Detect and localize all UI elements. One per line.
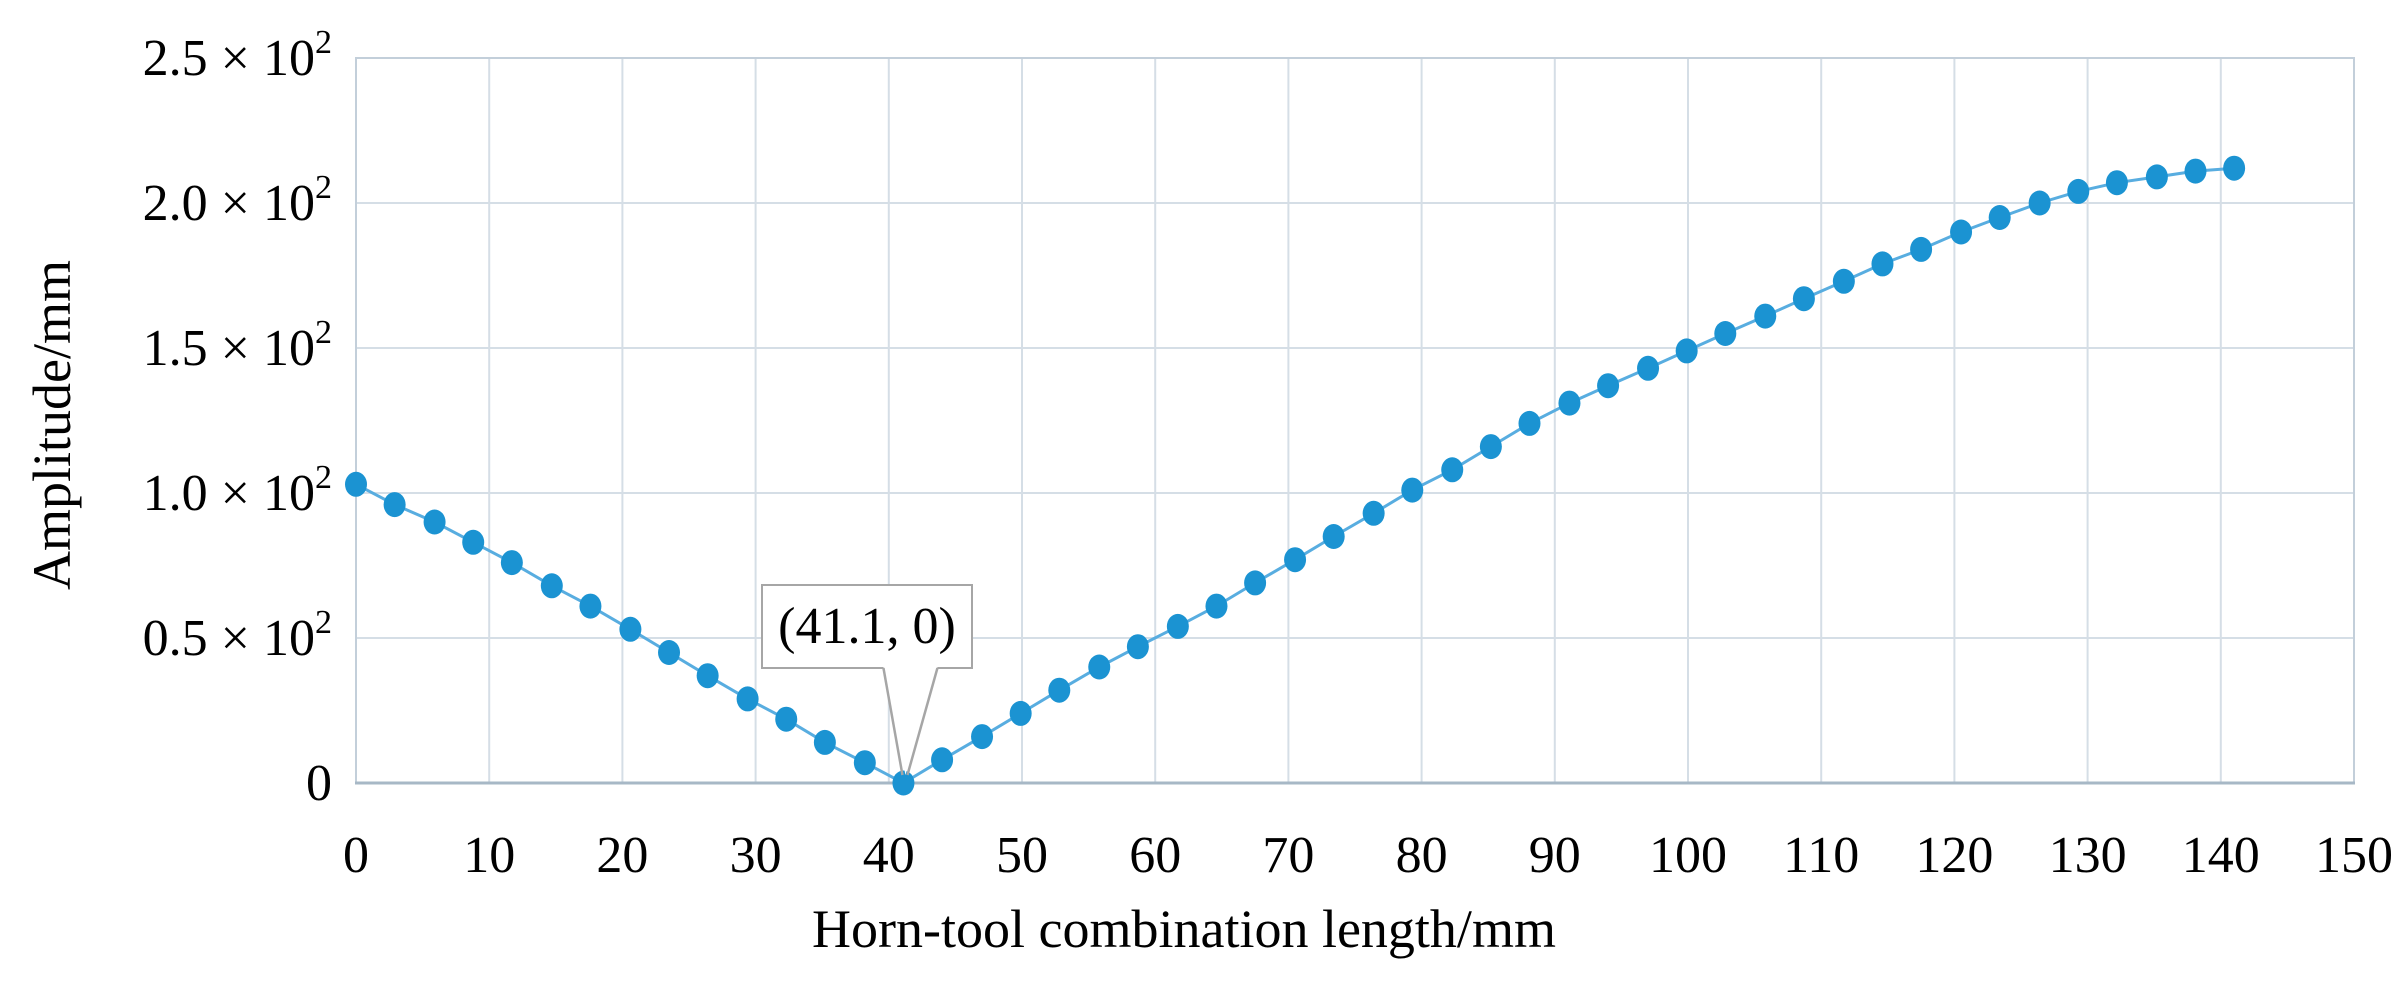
y-tick-label: 0.5 × 102 — [143, 604, 332, 667]
data-point — [2028, 190, 2051, 216]
data-point — [1792, 286, 1815, 312]
data-point — [1832, 268, 1855, 294]
x-tick-label: 90 — [1529, 827, 1581, 884]
data-point — [696, 663, 719, 689]
gridlines — [355, 57, 2355, 784]
data-point — [1988, 205, 2011, 230]
x-tick-label: 70 — [1262, 827, 1314, 884]
data-point — [813, 729, 836, 755]
x-tick-label: 50 — [996, 827, 1048, 884]
data-point — [1754, 303, 1777, 329]
data-point — [345, 471, 367, 497]
x-tick-label: 10 — [463, 827, 515, 884]
x-tick-labels: 0 10 20 30 40 50 60 70 80 90 100 110 120 130 140 150 — [343, 827, 2393, 884]
data-point — [2067, 178, 2090, 204]
data-point — [500, 550, 523, 576]
annotation-pointer-edge — [906, 667, 939, 776]
data-point — [1597, 373, 1620, 399]
x-tick-label: 120 — [1915, 827, 1993, 884]
x-tick-label: 20 — [596, 827, 648, 884]
data-series — [355, 166, 2235, 785]
data-point — [1166, 613, 1189, 639]
data-point — [1205, 593, 1228, 619]
data-point — [1871, 251, 1894, 277]
data-point — [1518, 410, 1541, 436]
plot-area-border — [355, 57, 2355, 784]
data-point — [1910, 236, 1933, 262]
data-point — [1401, 477, 1424, 503]
x-tick-label: 130 — [2049, 827, 2127, 884]
x-tick-label: 140 — [2182, 827, 2260, 884]
data-point — [1637, 355, 1660, 381]
plot-border — [355, 57, 2355, 785]
x-tick-label: 150 — [2315, 827, 2393, 884]
x-tick-label: 40 — [863, 827, 915, 884]
y-tick-labels: 0 0.5 × 102 1.0 × 102 1.5 × 102 2.0 × 102 2.5… — [143, 24, 332, 812]
data-point — [1048, 677, 1071, 703]
x-axis-title: Horn-tool combination length/mm — [812, 899, 1556, 959]
data-point — [892, 770, 915, 796]
data-point — [736, 686, 759, 712]
data-point — [931, 747, 954, 773]
y-tick-label: 1.0 × 102 — [143, 459, 332, 522]
data-point — [1009, 700, 1032, 726]
x-tick-label: 0 — [343, 827, 369, 884]
annotation-pointer-edge — [882, 667, 904, 776]
data-point — [2223, 155, 2246, 181]
data-point — [1088, 654, 1111, 680]
data-point — [1558, 390, 1581, 416]
y-tick-label: 0 — [306, 755, 332, 812]
annotation-callout — [761, 584, 973, 776]
data-point — [1441, 457, 1464, 483]
data-point — [2184, 158, 2207, 184]
y-tick-label: 1.5 × 102 — [143, 314, 332, 377]
data-point — [423, 509, 446, 535]
x-tick-label: 80 — [1396, 827, 1448, 884]
data-point — [2145, 164, 2168, 190]
data-point — [579, 593, 602, 619]
x-tick-label: 60 — [1129, 827, 1181, 884]
y-tick-label: 2.0 × 102 — [143, 169, 332, 232]
data-point — [1362, 500, 1385, 526]
data-point — [971, 724, 994, 750]
data-point — [658, 640, 681, 665]
data-point — [1675, 338, 1698, 364]
data-point — [2105, 170, 2128, 196]
data-point — [853, 750, 876, 776]
data-point — [540, 573, 563, 599]
annotation-box — [761, 584, 973, 669]
data-point — [1244, 570, 1267, 596]
data-point — [462, 529, 485, 555]
data-point — [775, 706, 798, 732]
annotation-pointer — [883, 667, 938, 775]
data-point — [1479, 434, 1502, 460]
x-tick-label: 100 — [1649, 827, 1727, 884]
data-point — [383, 492, 406, 518]
series-line — [355, 166, 2235, 785]
data-point — [1950, 219, 1973, 245]
data-point — [1284, 547, 1307, 573]
data-point — [619, 616, 642, 642]
y-tick-label: 2.5 × 102 — [143, 24, 332, 87]
data-point — [1322, 524, 1345, 549]
data-point — [1714, 321, 1737, 346]
data-point-markers — [345, 155, 2246, 796]
data-point — [1126, 634, 1149, 660]
x-tick-label: 110 — [1783, 827, 1859, 884]
x-tick-label: 30 — [730, 827, 782, 884]
y-axis-title: Amplitude/mm — [22, 260, 82, 590]
